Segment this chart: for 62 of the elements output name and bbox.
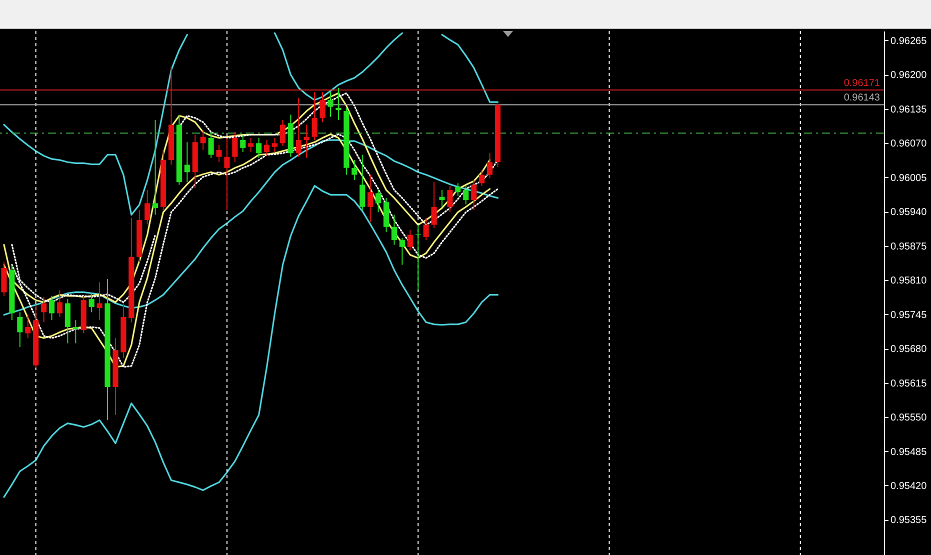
ref-line-label: 0.96171 [844, 78, 880, 89]
y-tick-label: 0.96265 [890, 36, 928, 47]
candlestick [200, 130, 206, 151]
candlestick [144, 190, 150, 225]
candlestick [391, 214, 398, 246]
y-tick-label: 0.95485 [890, 446, 928, 458]
candlestick [407, 230, 413, 251]
candlestick [17, 312, 23, 348]
candlestick [399, 237, 405, 266]
y-tick-label: 0.95420 [890, 480, 928, 492]
candlestick [368, 174, 374, 223]
candlestick [232, 132, 238, 163]
candlestick [48, 295, 55, 321]
candlestick [41, 296, 47, 323]
candlestick [455, 182, 461, 196]
candlestick [56, 290, 63, 318]
candlestick [360, 154, 366, 211]
candlestick [152, 120, 158, 216]
y-tick-label: 0.96005 [890, 172, 928, 184]
y-tick-label: 0.95355 [890, 515, 928, 526]
candlestick [248, 137, 254, 153]
ref-line-label: 0.96143 [844, 92, 880, 104]
y-tick-label: 0.95940 [890, 207, 928, 218]
candlestick [296, 97, 302, 158]
y-tick-label: 0.96135 [890, 104, 928, 116]
candlestick [280, 120, 286, 146]
candlestick [240, 134, 246, 153]
candlestick [264, 140, 270, 156]
candlestick [88, 292, 94, 313]
line-series [3, 185, 499, 498]
candlestick [96, 282, 102, 321]
y-tick-label: 0.96200 [890, 70, 928, 82]
y-tick-label: 0.95615 [890, 378, 928, 390]
candlestick [64, 298, 70, 344]
candlestick [312, 92, 318, 141]
candlestick [224, 137, 230, 211]
candlestick [25, 314, 31, 339]
candlestick [208, 132, 214, 158]
y-tick-label: 0.95875 [890, 241, 928, 252]
candlestick [272, 137, 278, 153]
y-tick-label: 0.95745 [890, 310, 928, 321]
candlestick [463, 185, 469, 205]
candlestick [415, 224, 421, 291]
candlestick [431, 182, 437, 228]
candlestick [447, 185, 453, 213]
candlestick [439, 190, 445, 208]
candlestick [216, 144, 222, 163]
y-tick-label: 0.95550 [890, 412, 928, 424]
candlestick [72, 320, 78, 344]
line-series [3, 139, 499, 316]
candlestick [352, 160, 358, 181]
candlestick [423, 217, 429, 241]
candlestick [304, 124, 310, 158]
candlestick [184, 142, 190, 183]
candlestick [256, 137, 262, 158]
y-tick-label: 0.95680 [890, 344, 928, 356]
candlestick [479, 170, 485, 186]
candlestick [486, 152, 493, 178]
y-tick-label: 0.95810 [890, 276, 928, 287]
candlestick [471, 180, 477, 211]
candlestick [376, 190, 382, 213]
y-tick-label: 0.96070 [890, 138, 928, 150]
